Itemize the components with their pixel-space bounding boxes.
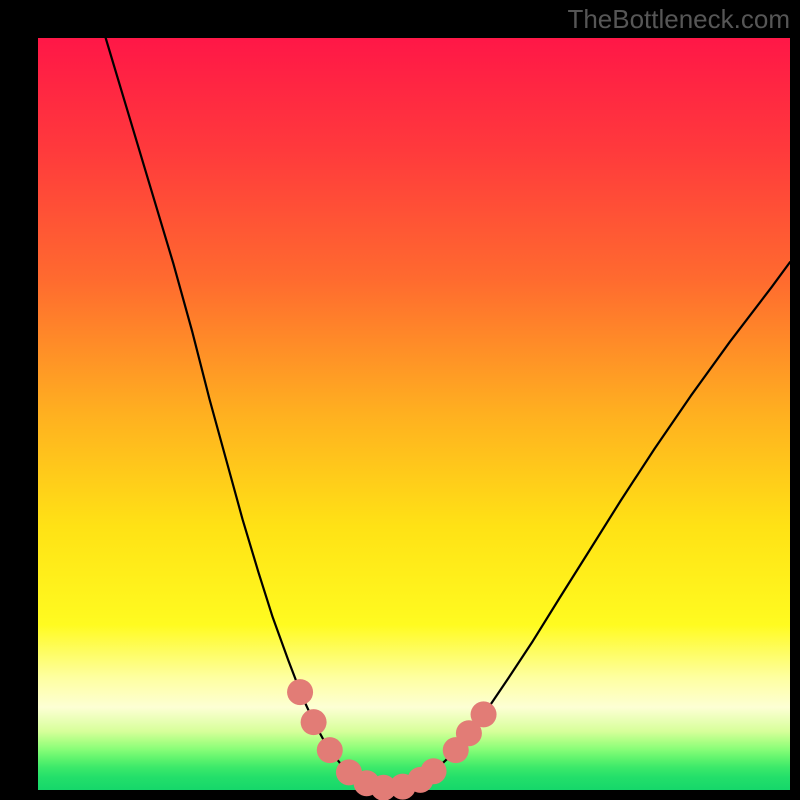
- bottleneck-curve: [106, 38, 790, 788]
- curve-marker: [421, 758, 447, 784]
- marker-group: [287, 679, 496, 800]
- curve-marker: [287, 679, 313, 705]
- chart-canvas: TheBottleneck.com: [0, 0, 800, 800]
- curve-marker: [301, 709, 327, 735]
- plot-area: [38, 38, 790, 790]
- curve-marker: [471, 701, 497, 727]
- chart-svg: [38, 38, 790, 790]
- watermark-text: TheBottleneck.com: [567, 4, 790, 35]
- curve-marker: [317, 737, 343, 763]
